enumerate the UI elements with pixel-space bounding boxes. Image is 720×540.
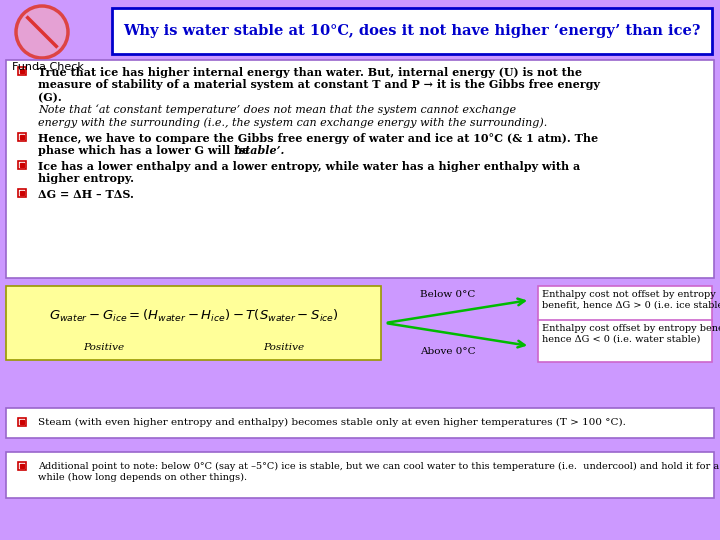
Bar (18, 67, 26, 75)
Bar (538, 286, 712, 324)
Text: energy with the surrounding (i.e., the system can exchange energy with the surro: energy with the surrounding (i.e., the s… (38, 117, 547, 127)
Bar (20, 191, 24, 194)
Bar (6, 408, 714, 438)
Text: Funda Check: Funda Check (12, 62, 84, 72)
Text: $\mathit{G}_{water} - \mathit{G}_{ice} = (\mathit{H}_{water} - \mathit{H}_{ice}): $\mathit{G}_{water} - \mathit{G}_{ice} =… (49, 308, 338, 324)
Bar (20, 134, 24, 138)
Bar (20, 420, 24, 424)
Bar (18, 188, 26, 197)
Text: Additional point to note: below 0°C (say at –5°C) ice is stable, but we can cool: Additional point to note: below 0°C (say… (38, 462, 719, 482)
Bar (18, 462, 26, 470)
Text: Positive: Positive (83, 343, 124, 352)
Text: phase which has a lower G will be: phase which has a lower G will be (38, 145, 253, 156)
Text: ΔG = ΔH – TΔS.: ΔG = ΔH – TΔS. (38, 188, 134, 199)
Text: Enthalpy cost offset by entropy benefit,
hence ΔG < 0 (i.e. water stable): Enthalpy cost offset by entropy benefit,… (542, 324, 720, 343)
Bar (6, 60, 714, 278)
Text: Why is water stable at 10°C, does it not have higher ‘energy’ than ice?: Why is water stable at 10°C, does it not… (123, 24, 701, 38)
Bar (20, 464, 24, 468)
Text: Enthalpy cost not offset by entropy
benefit, hence ΔG > 0 (i.e. ice stable): Enthalpy cost not offset by entropy bene… (542, 290, 720, 309)
Bar (18, 418, 26, 426)
Bar (6, 286, 381, 360)
Text: Positive: Positive (263, 343, 304, 352)
Bar (20, 163, 24, 166)
Text: Hence, we have to compare the Gibbs free energy of water and ice at 10°C (& 1 at: Hence, we have to compare the Gibbs free… (38, 132, 598, 144)
Bar (112, 8, 712, 54)
Bar (538, 320, 712, 362)
Text: Steam (with even higher entropy and enthalpy) becomes stable only at even higher: Steam (with even higher entropy and enth… (38, 418, 626, 427)
Text: Below 0°C: Below 0°C (420, 290, 475, 299)
Bar (18, 132, 26, 140)
Text: higher entropy.: higher entropy. (38, 173, 134, 184)
Bar (18, 160, 26, 168)
Text: Ice has a lower enthalpy and a lower entropy, while water has a higher enthalpy : Ice has a lower enthalpy and a lower ent… (38, 160, 580, 172)
Text: ‘stable’.: ‘stable’. (236, 145, 285, 156)
Text: Note that ‘at constant temperature’ does not mean that the system cannot exchang: Note that ‘at constant temperature’ does… (38, 105, 516, 115)
Text: (G).: (G). (38, 92, 62, 103)
Text: True that ice has higher internal energy than water. But, internal energy (U) is: True that ice has higher internal energy… (38, 67, 582, 78)
Text: measure of stability of a material system at constant T and P → it is the Gibbs : measure of stability of a material syste… (38, 79, 600, 91)
Bar (20, 69, 24, 73)
Circle shape (16, 6, 68, 58)
Bar (6, 452, 714, 498)
Text: Above 0°C: Above 0°C (420, 347, 476, 356)
